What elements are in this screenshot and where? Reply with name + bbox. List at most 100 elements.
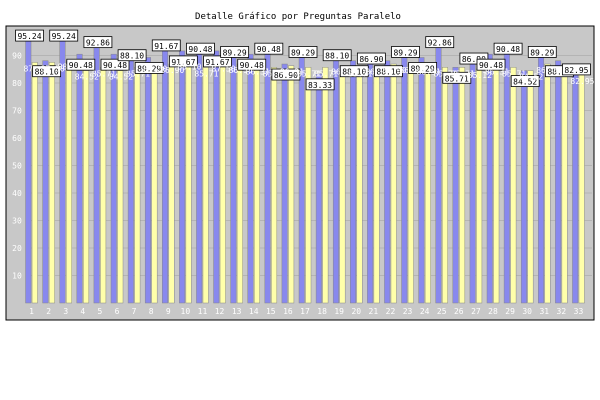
x-tick-label: 6 xyxy=(115,307,120,316)
bar-series-1 xyxy=(247,53,254,304)
bar-series-1 xyxy=(281,63,288,304)
data-label-series-1: 90.48 xyxy=(493,42,523,55)
data-label-value: 89.29 xyxy=(223,48,247,57)
data-label-series-1: 88.10 xyxy=(32,65,62,78)
data-label-box xyxy=(15,29,44,42)
bar-series-1 xyxy=(350,60,357,304)
bar-series-2 xyxy=(288,65,295,304)
data-label-box xyxy=(168,55,198,68)
data-label-box xyxy=(510,75,540,87)
y-tick-label: 10 xyxy=(12,272,22,281)
data-label-value: 89.29 xyxy=(411,64,435,73)
data-label-series-1: 89.29 xyxy=(408,62,438,74)
bar-series-1 xyxy=(213,50,220,304)
bar-series-2 xyxy=(322,67,329,304)
bar-series-1 xyxy=(59,40,66,304)
bar-series-2 xyxy=(83,70,90,304)
data-label-series-2: 84.52 xyxy=(75,73,99,82)
data-label-series-1: 90.48 xyxy=(100,58,130,71)
data-label-series-2: 84.52 xyxy=(519,73,543,82)
bar-series-1 xyxy=(196,53,203,304)
bar-series-2 xyxy=(459,67,466,304)
bar-series-2 xyxy=(31,62,38,304)
data-label-box xyxy=(271,68,301,81)
data-label-box xyxy=(151,39,181,52)
y-tick-label: 20 xyxy=(12,244,22,253)
data-label-value: 89.29 xyxy=(291,48,315,57)
data-label-series-2: 82.95 xyxy=(570,77,594,86)
x-tick-label: 1 xyxy=(29,307,34,316)
data-label-series-1: 90.48 xyxy=(254,42,284,55)
data-label-value: 90.48 xyxy=(496,45,520,54)
bar-series-2 xyxy=(236,63,243,304)
x-tick-label: 29 xyxy=(505,307,515,316)
x-tick-label: 24 xyxy=(420,307,430,316)
y-tick-label: 30 xyxy=(12,217,22,226)
data-label-series-2: 88.10 xyxy=(177,63,201,72)
data-label-value: 90.48 xyxy=(257,45,281,54)
bar-series-2 xyxy=(561,63,568,304)
bar-series-1 xyxy=(76,53,83,304)
data-label-series-1: 84.52 xyxy=(510,75,540,87)
bar-series-2 xyxy=(185,60,192,304)
data-label-value: 92.86 xyxy=(86,39,110,48)
bar-series-2 xyxy=(339,65,346,304)
x-tick-label: 31 xyxy=(539,307,549,316)
data-label-box xyxy=(562,63,591,76)
bar-series-1 xyxy=(179,50,186,304)
data-label-box xyxy=(49,29,79,42)
data-label-value: 89.29 xyxy=(393,48,417,57)
bar-series-1 xyxy=(110,53,117,304)
y-tick-label: 60 xyxy=(12,134,22,143)
bar-series-1 xyxy=(555,60,562,304)
chart-title: Detalle Gráfico por Preguntas Paralelo xyxy=(195,12,401,22)
bar-series-1 xyxy=(42,60,49,304)
data-label-value: 95.24 xyxy=(52,32,76,41)
data-label-value: 89.29 xyxy=(530,48,554,57)
data-label-series-1: 90.48 xyxy=(476,58,506,71)
y-axis-ticks: 10 20 30 40 50 60 70 80 90 xyxy=(12,52,22,281)
data-label-box xyxy=(117,49,147,62)
data-label-box xyxy=(305,78,335,91)
bar-series-1 xyxy=(435,47,442,304)
data-label-box xyxy=(288,46,318,58)
x-tick-label: 3 xyxy=(63,307,68,316)
bar-series-1 xyxy=(538,57,545,304)
bar-series-2 xyxy=(476,68,483,304)
data-label-series-1: 89.29 xyxy=(134,62,164,74)
data-label-value: 83.33 xyxy=(308,81,332,90)
bar-series-1 xyxy=(230,57,237,304)
x-tick-label: 32 xyxy=(557,307,567,316)
x-tick-label: 21 xyxy=(369,307,379,316)
data-label-box xyxy=(186,42,215,55)
x-tick-label: 7 xyxy=(132,307,137,316)
data-label-series-2: 85.71 xyxy=(297,69,321,78)
bar-series-2 xyxy=(65,60,72,304)
data-label-series-1: 88.10 xyxy=(117,49,147,62)
x-tick-label: 5 xyxy=(97,307,102,316)
data-label-value: 88.10 xyxy=(547,68,571,77)
bar-series-2 xyxy=(134,67,141,304)
x-tick-label: 28 xyxy=(488,307,498,316)
data-label-value: 89.29 xyxy=(137,64,161,73)
data-label-series-1: 88.10 xyxy=(322,49,352,62)
data-label-series-2: 85.71 xyxy=(194,69,218,78)
x-tick-label: 19 xyxy=(334,307,344,316)
data-label-series-2: 85.71 xyxy=(314,69,338,78)
data-label-series-2: 86.31 xyxy=(417,68,441,77)
data-label-value: 95.24 xyxy=(17,32,41,41)
bar-series-2 xyxy=(202,67,209,304)
data-label-series-2: 86.90 xyxy=(382,66,406,75)
bar-series-1 xyxy=(367,63,374,304)
data-label-box xyxy=(66,58,96,71)
bar-series-2 xyxy=(578,74,585,304)
data-label-value: 86.90 xyxy=(274,71,298,80)
data-label-series-2: 85.71 xyxy=(451,69,475,78)
bar-series-2 xyxy=(407,63,414,304)
data-label-value: 91.67 xyxy=(171,58,195,67)
bar-series-2 xyxy=(441,67,448,304)
x-tick-label: 27 xyxy=(471,307,481,316)
data-label-series-2: 87.50 xyxy=(143,64,167,73)
y-tick-label: 50 xyxy=(12,162,22,171)
